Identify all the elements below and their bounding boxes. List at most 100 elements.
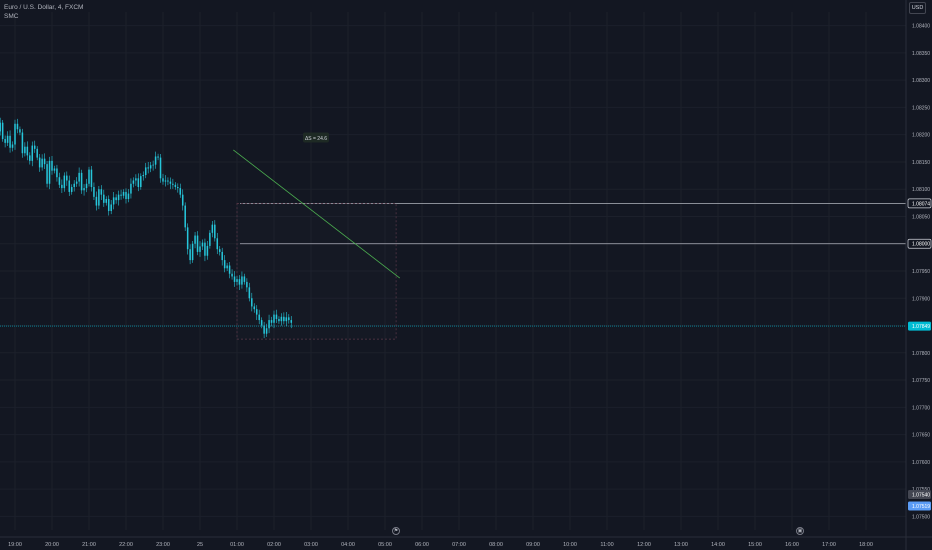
candle-body [21,132,24,154]
candle-body [110,204,112,212]
candle-body [70,187,73,192]
candle-body [233,276,236,282]
candle-body [105,199,108,203]
candle-body [285,317,288,322]
candle-body [127,193,130,200]
candle-body [253,306,256,310]
candle-body [68,180,71,192]
candle-body [130,183,132,194]
candle-body [16,123,19,130]
candle-body [142,175,145,177]
candle-body [78,172,80,182]
candle-body [169,181,172,184]
candle-body [223,260,226,269]
symbol-title[interactable]: Euro / U.S. Dollar, 4, FXCM [4,4,84,11]
y-tick-label: 1.08100 [912,187,930,193]
candle-body [177,187,179,189]
candle-body [248,287,251,299]
y-tick-label: 1.08250 [912,105,930,111]
flag-icon[interactable]: ⚑ [392,527,400,535]
current-price-label: 1.07849 [912,324,930,330]
time-axis[interactable]: 19:00 20:00 21:00 22:00 23:00 25 01:00 02:00 03:… [0,536,932,548]
candle-body [162,178,164,182]
measure-label: ΔS = 24.6 [305,136,327,142]
candle-body [251,298,253,307]
candle-body [152,164,154,166]
x-tick-label: 15:00 [748,542,762,548]
calendar-event-icon[interactable]: ▣ [796,527,804,535]
candle-body [164,180,167,182]
candle-body [189,249,191,261]
candle-body [265,328,268,334]
candle-body [135,178,137,181]
candle-body [226,265,228,269]
chart-legend: Euro / U.S. Dollar, 4, FXCM SMC [4,3,83,21]
candle-body [263,325,265,334]
currency-button[interactable]: USD [909,2,926,14]
candle-body [159,157,162,179]
price-label-text: 1.07519 [912,504,930,510]
candle-body [283,316,285,322]
x-tick-label: 13:00 [674,542,688,548]
candle-body [204,242,206,256]
y-tick-label: 1.08150 [912,160,930,166]
candle-body [241,276,243,285]
level-price-badge[interactable] [907,198,932,209]
y-tick-label: 1.07900 [912,296,930,302]
candle-body [38,157,41,168]
indicator-label[interactable]: SMC [4,13,19,20]
candle-body [115,197,117,201]
candle-body [144,167,147,176]
x-tick-label: 14:00 [711,542,725,548]
grid [0,12,906,530]
candle-body [93,187,95,197]
candle-body [24,146,26,154]
x-tick-label: 08:00 [489,542,503,548]
candle-body [149,165,152,169]
trendline-line[interactable] [233,149,401,279]
candle-body [179,188,182,195]
measure-tool[interactable]: ΔS = 24.6 [236,132,397,340]
x-tick-label: 16:00 [785,542,799,548]
candle-body [181,194,184,206]
x-tick-label: 19:00 [8,542,22,548]
candle-body [80,172,83,191]
level-price-badge[interactable] [907,238,932,249]
x-tick-label: 03:00 [304,542,318,548]
candle-body [56,168,58,178]
measure-box[interactable] [236,203,397,340]
x-tick-label: 09:00 [526,542,540,548]
candle-body [98,189,100,206]
candle-body [107,199,110,212]
candle-body [191,243,194,261]
candle-body [186,227,189,250]
candle-body [46,164,48,184]
candle-body [140,176,142,188]
candle-body [280,316,283,322]
x-tick-label: 17:00 [822,542,836,548]
candle-body [199,246,201,252]
candle-body [1,122,4,140]
candle-body [214,224,216,239]
trendline[interactable] [233,149,401,279]
candlestick-series [0,117,293,339]
y-tick-label: 1.08400 [912,24,930,30]
candle-body [112,197,115,205]
x-tick-label: 23:00 [156,542,170,548]
candle-body [53,168,56,171]
candle-body [278,318,280,322]
x-tick-label: 04:00 [341,542,355,548]
x-tick-label: 20:00 [45,542,59,548]
x-tick-label: 11:00 [600,542,613,548]
x-tick-label: 01:00 [230,542,244,548]
candle-body [270,320,273,323]
price-axis[interactable]: 1.08400 1.08350 1.08300 1.08250 1.08200 1.081… [905,0,932,550]
candle-body [260,320,263,326]
candle-body [196,235,199,252]
candle-body [231,273,233,277]
candle-body [51,160,53,171]
candle-body [31,145,34,161]
y-tick-label: 1.07800 [912,351,930,357]
y-tick-label: 1.07950 [912,269,930,275]
